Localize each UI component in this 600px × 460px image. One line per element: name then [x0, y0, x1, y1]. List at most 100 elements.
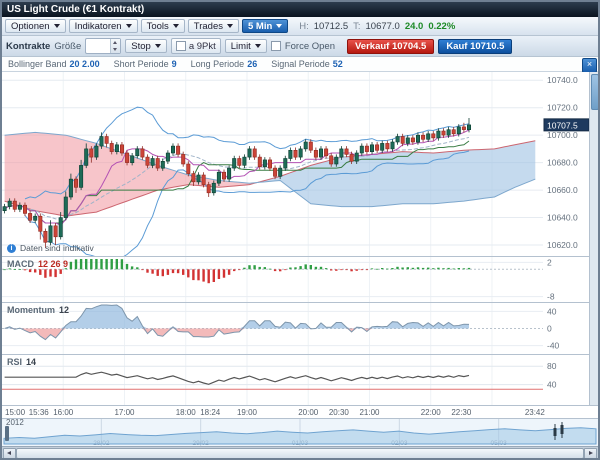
change-percent: 0.22%	[428, 20, 456, 32]
candlestick-chart[interactable]: 10740.0 10720.0 10700.0 10680.0 10660.0 10640…	[2, 72, 589, 256]
indicator-settings-bar: Bollinger Band 20 2.00 Short Periode 9 Lon…	[2, 57, 598, 73]
menu-tools-label: Tools	[146, 20, 169, 32]
force-open-checkbox[interactable]	[270, 41, 281, 51]
limit-dropdown[interactable]: Limit	[224, 39, 267, 53]
macd-chart[interactable]: 2 -8	[2, 257, 589, 302]
time-axis: 15:00 15:36 16:00 17:00 18:00 18:24 19:00 20:00…	[2, 405, 598, 418]
short-period-value: 9	[171, 59, 177, 69]
short-period-setting[interactable]: Short Periode 9	[114, 59, 177, 69]
stop-points-chip[interactable]: a 9Pkt	[170, 38, 221, 54]
menu-bar: Optionen Indikatoren Tools Trades 5 Min …	[2, 17, 598, 36]
change-value: 24.0	[404, 20, 424, 32]
stop-dropdown[interactable]: Stop	[125, 39, 167, 53]
stop-points-label: a 9Pkt	[188, 40, 216, 52]
signal-period-label: Signal Periode	[271, 59, 330, 69]
time-axis-label: 23:42	[524, 408, 545, 417]
momentum-panel: 40 0 -40 Momentum 12	[2, 303, 598, 354]
vertical-scrollbar[interactable]	[589, 72, 598, 405]
panel-divider	[2, 256, 598, 257]
close-panel-button[interactable]: ×	[582, 58, 597, 73]
svg-text:-8: -8	[547, 292, 555, 302]
scrollbar-thumb[interactable]	[16, 448, 584, 458]
groesse-label: Größe	[54, 40, 82, 52]
svg-text:10660.0: 10660.0	[547, 185, 578, 195]
low-label: T:	[353, 20, 361, 32]
time-axis-label: 17:00	[114, 408, 135, 417]
bollinger-value: 20 2.00	[69, 59, 100, 69]
scroll-right-arrow-icon[interactable]	[584, 448, 597, 458]
long-period-value: 26	[247, 59, 258, 69]
indicative-note: i Daten sind indikativ	[7, 243, 94, 253]
menu-indikatoren[interactable]: Indikatoren	[68, 19, 138, 33]
momentum-chart[interactable]: 40 0 -40	[2, 303, 589, 354]
long-period-label: Long Periode	[190, 59, 245, 69]
chevron-down-icon	[125, 24, 132, 28]
indicative-note-text: Daten sind indikativ	[20, 243, 94, 253]
quote-strip: H: 10712.5 T: 10677.0 24.0 0.22%	[299, 21, 455, 32]
signal-period-setting[interactable]: Signal Periode 52	[271, 59, 343, 69]
svg-text:10707.5: 10707.5	[547, 120, 578, 130]
time-axis-label: 15:00	[5, 408, 26, 417]
time-axis-label: 22:00	[420, 408, 441, 417]
high-value: 10712.5	[313, 20, 349, 32]
navigator[interactable]: 2012 28/0229/0201/0302/0305/03	[2, 418, 598, 447]
vertical-scrollbar-thumb[interactable]	[591, 74, 598, 110]
menu-optionen[interactable]: Optionen	[5, 19, 66, 33]
menu-trades[interactable]: Trades	[187, 19, 239, 33]
stop-points-checkbox[interactable]	[175, 41, 186, 51]
svg-text:40: 40	[547, 306, 557, 316]
menu-tools[interactable]: Tools	[140, 19, 185, 33]
stop-label: Stop	[131, 40, 151, 52]
timeframe-label: 5 Min	[247, 20, 273, 32]
time-axis-label: 18:00	[175, 408, 196, 417]
menu-indikatoren-label: Indikatoren	[74, 20, 122, 32]
groesse-stepper[interactable]	[85, 38, 122, 54]
bollinger-setting[interactable]: Bollinger Band 20 2.00	[8, 59, 100, 69]
chevron-down-icon	[254, 44, 261, 48]
chevron-down-icon	[226, 24, 233, 28]
svg-text:10620.0: 10620.0	[547, 240, 578, 250]
time-axis-label: 19:00	[236, 408, 257, 417]
time-axis-label: 22:30	[451, 408, 472, 417]
candles-layer	[2, 118, 471, 248]
long-period-setting[interactable]: Long Periode 26	[191, 59, 258, 69]
chevron-down-icon	[172, 24, 179, 28]
high-label: H:	[299, 20, 309, 32]
info-icon: i	[7, 243, 16, 253]
time-axis-label: 20:00	[298, 408, 319, 417]
sell-button[interactable]: Verkauf 10704.5	[347, 38, 435, 54]
bollinger-label: Bollinger Band	[8, 59, 67, 69]
rsi-panel: 80 40 RSI 14	[2, 355, 598, 405]
short-period-label: Short Periode	[113, 59, 169, 69]
chevron-down-icon	[154, 44, 161, 48]
menu-trades-label: Trades	[193, 20, 223, 32]
order-toolbar: Kontrakte Größe Stop a 9Pkt Limit Force …	[2, 36, 598, 57]
momentum-panel-label: Momentum 12	[7, 305, 70, 315]
scroll-left-arrow-icon[interactable]	[3, 448, 16, 458]
macd-panel-label: MACD 12 26 9	[7, 259, 69, 269]
chevron-down-icon	[276, 24, 283, 28]
window-title: US Light Crude (€1 Kontrakt)	[2, 2, 598, 17]
time-axis-label: 18:24	[200, 408, 221, 417]
svg-text:10640.0: 10640.0	[547, 213, 578, 223]
svg-text:-40: -40	[547, 341, 560, 351]
navigator-chart[interactable]: 28/0229/0201/0302/0305/03	[2, 419, 598, 447]
rsi-panel-label: RSI 14	[7, 357, 37, 367]
panel-divider	[2, 302, 598, 303]
svg-text:10700.0: 10700.0	[547, 130, 578, 140]
limit-label: Limit	[230, 40, 251, 52]
svg-text:40: 40	[547, 380, 557, 390]
svg-text:2: 2	[547, 257, 552, 267]
rsi-chart[interactable]: 80 40	[2, 355, 589, 405]
buy-button[interactable]: Kauf 10710.5	[438, 38, 513, 54]
timeframe-select[interactable]: 5 Min	[241, 19, 289, 33]
horizontal-scrollbar[interactable]	[2, 446, 598, 458]
svg-text:10740.0: 10740.0	[547, 75, 578, 85]
svg-text:0: 0	[547, 324, 552, 334]
svg-text:10720.0: 10720.0	[547, 103, 578, 113]
signal-period-value: 52	[332, 59, 343, 69]
year-label: 2012	[6, 418, 24, 427]
svg-text:10680.0: 10680.0	[547, 158, 578, 168]
macd-panel: 2 -8 MACD 12 26 9	[2, 257, 598, 302]
